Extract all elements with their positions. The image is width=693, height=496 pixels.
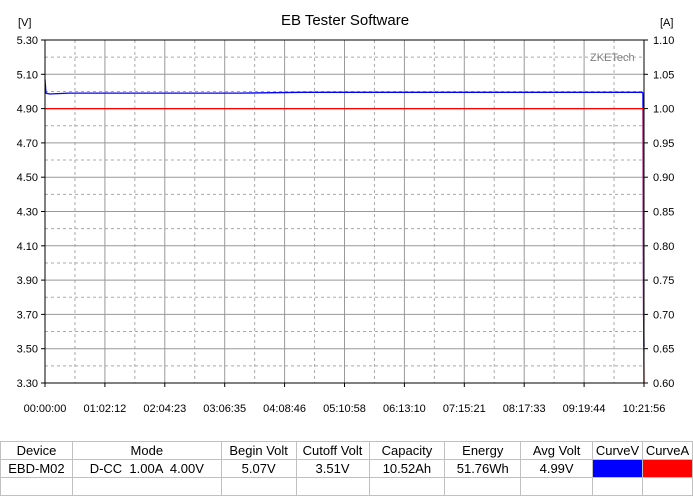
table-row[interactable]: EBD-M02 D-CC 1.00A 4.00V 5.07V 3.51V 10.… [0, 459, 693, 478]
left-tick-label: 3.50 [17, 344, 38, 356]
right-tick-label: 0.80 [653, 241, 674, 253]
cell-cutoff-volt[interactable]: 3.51V [295, 459, 370, 478]
left-axis-ticks: 5.30 5.10 4.90 4.70 4.50 4.30 4.10 3.90 3.70 3.50… [17, 35, 45, 390]
left-tick-label: 4.50 [17, 172, 38, 184]
header-mode[interactable]: Mode [71, 441, 222, 460]
x-tick-label: 00:00:00 [24, 403, 67, 415]
empty-cell [641, 477, 693, 496]
header-energy[interactable]: Energy [444, 441, 522, 460]
cell-avg-volt[interactable]: 4.99V [520, 459, 594, 478]
left-tick-label: 3.30 [17, 378, 38, 390]
x-tick-label: 09:19:44 [563, 403, 606, 415]
cell-mode[interactable]: D-CC 1.00A 4.00V [71, 459, 222, 478]
results-table: Device Mode Begin Volt Cutoff Volt Capac… [0, 441, 693, 496]
header-device[interactable]: Device [0, 441, 73, 460]
right-axis-unit: [A] [660, 17, 673, 29]
right-axis-ticks: 1.10 1.05 1.00 0.95 0.90 0.85 0.80 0.75 0.70 0.65… [644, 35, 674, 390]
chart-title: EB Tester Software [281, 12, 409, 29]
table-empty-row [0, 477, 693, 496]
empty-cell [220, 477, 297, 496]
x-tick-label: 03:06:35 [203, 403, 246, 415]
left-tick-label: 5.10 [17, 69, 38, 81]
x-tick-label: 04:08:46 [263, 403, 306, 415]
table-header-row: Device Mode Begin Volt Cutoff Volt Capac… [0, 441, 693, 460]
left-tick-label: 4.10 [17, 241, 38, 253]
right-tick-label: 0.70 [653, 309, 674, 321]
left-tick-label: 3.70 [17, 309, 38, 321]
left-tick-label: 4.90 [17, 104, 38, 116]
right-tick-label: 1.10 [653, 35, 674, 47]
right-tick-label: 0.95 [653, 138, 674, 150]
left-tick-label: 3.90 [17, 275, 38, 287]
left-tick-label: 5.30 [17, 35, 38, 47]
right-tick-label: 0.60 [653, 378, 674, 390]
right-tick-label: 0.65 [653, 344, 674, 356]
cell-curve-a-swatch[interactable] [641, 459, 693, 478]
header-cutoff-volt[interactable]: Cutoff Volt [295, 441, 370, 460]
header-capacity[interactable]: Capacity [368, 441, 446, 460]
header-curve-v[interactable]: CurveV [592, 441, 643, 460]
x-tick-label: 10:21:56 [623, 403, 666, 415]
left-tick-label: 4.70 [17, 138, 38, 150]
right-tick-label: 0.75 [653, 275, 674, 287]
empty-cell [295, 477, 370, 496]
chart-area: EB Tester Software [V] [A] ZKETech 5.305… [17, 12, 675, 415]
cell-curve-v-swatch[interactable] [592, 459, 643, 478]
empty-cell [592, 477, 643, 496]
x-tick-label: 02:04:23 [143, 403, 186, 415]
cell-capacity[interactable]: 10.52Ah [368, 459, 446, 478]
series-line-voltage [44, 79, 645, 347]
cell-device[interactable]: EBD-M02 [0, 459, 73, 478]
left-axis-unit: [V] [18, 17, 31, 29]
cell-begin-volt[interactable]: 5.07V [220, 459, 297, 478]
cell-energy[interactable]: 51.76Wh [444, 459, 522, 478]
watermark: ZKETech [590, 52, 635, 64]
header-begin-volt[interactable]: Begin Volt [220, 441, 297, 460]
x-tick-label: 08:17:33 [503, 403, 546, 415]
right-tick-label: 0.85 [653, 207, 674, 219]
left-tick-label: 4.30 [17, 207, 38, 219]
right-tick-label: 1.05 [653, 69, 674, 81]
x-tick-label: 06:13:10 [383, 403, 426, 415]
empty-cell [0, 477, 73, 496]
x-axis-ticks: 00:00:00 01:02:12 02:04:23 03:06:35 04:08:46… [24, 383, 666, 415]
empty-cell [71, 477, 222, 496]
x-tick-label: 07:15:21 [443, 403, 486, 415]
empty-cell [444, 477, 522, 496]
right-tick-label: 1.00 [653, 104, 674, 116]
empty-cell [520, 477, 594, 496]
right-tick-label: 0.90 [653, 172, 674, 184]
x-tick-label: 05:10:58 [323, 403, 366, 415]
x-tick-label: 01:02:12 [83, 403, 126, 415]
header-curve-a[interactable]: CurveA [641, 441, 693, 460]
empty-cell [368, 477, 446, 496]
header-avg-volt[interactable]: Avg Volt [520, 441, 594, 460]
